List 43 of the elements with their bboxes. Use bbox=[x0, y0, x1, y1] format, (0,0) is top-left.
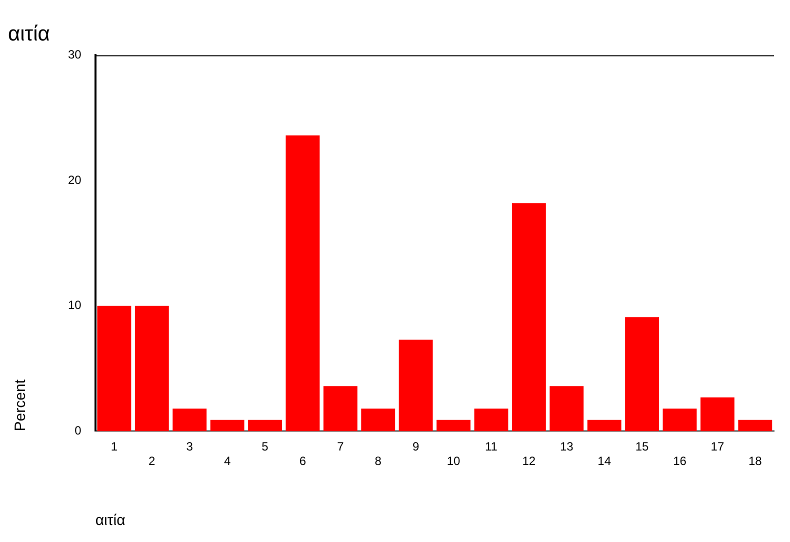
y-tick-label: 20 bbox=[68, 172, 82, 187]
bar bbox=[97, 306, 132, 432]
bar bbox=[134, 306, 169, 432]
bar bbox=[398, 340, 433, 432]
y-tick-label: 30 bbox=[68, 48, 82, 62]
bar bbox=[662, 408, 697, 432]
y-axis-title: Percent bbox=[12, 378, 30, 432]
x-tick-label: 6 bbox=[299, 454, 306, 468]
y-tick-label: 0 bbox=[74, 424, 82, 438]
bar bbox=[286, 135, 320, 432]
x-tick-label: 11 bbox=[484, 440, 498, 454]
bar bbox=[738, 420, 772, 432]
x-tick-label: 18 bbox=[748, 454, 762, 468]
chart-title: αιτία bbox=[8, 22, 50, 46]
bar bbox=[436, 420, 470, 432]
bar bbox=[248, 420, 282, 432]
x-tick-label: 4 bbox=[224, 454, 231, 468]
bar bbox=[172, 408, 207, 432]
x-tick-label: 3 bbox=[186, 440, 194, 454]
bar bbox=[550, 386, 584, 432]
bar bbox=[587, 420, 622, 432]
x-tick-label: 12 bbox=[522, 454, 536, 468]
x-tick-label: 5 bbox=[262, 440, 269, 454]
x-tick-label: 1 bbox=[110, 440, 118, 454]
bar bbox=[700, 397, 734, 432]
x-axis-title: αιτία bbox=[95, 512, 126, 530]
bar bbox=[512, 203, 546, 432]
bar bbox=[361, 408, 396, 432]
bar bbox=[625, 317, 660, 432]
x-tick-label: 10 bbox=[446, 454, 461, 468]
x-tick-label: 15 bbox=[635, 440, 650, 454]
x-tick-label: 2 bbox=[148, 454, 156, 468]
x-tick-label: 16 bbox=[673, 454, 687, 468]
x-tick-label: 9 bbox=[412, 440, 420, 454]
x-tick-label: 7 bbox=[337, 440, 344, 454]
bar bbox=[210, 420, 244, 432]
x-tick-label: 14 bbox=[598, 454, 612, 468]
x-tick-label: 17 bbox=[710, 440, 724, 454]
bar bbox=[323, 386, 358, 432]
bar bbox=[474, 408, 508, 432]
x-tick-label: 8 bbox=[374, 454, 382, 468]
x-tick-label: 13 bbox=[560, 440, 574, 454]
y-tick-label: 10 bbox=[68, 298, 82, 312]
